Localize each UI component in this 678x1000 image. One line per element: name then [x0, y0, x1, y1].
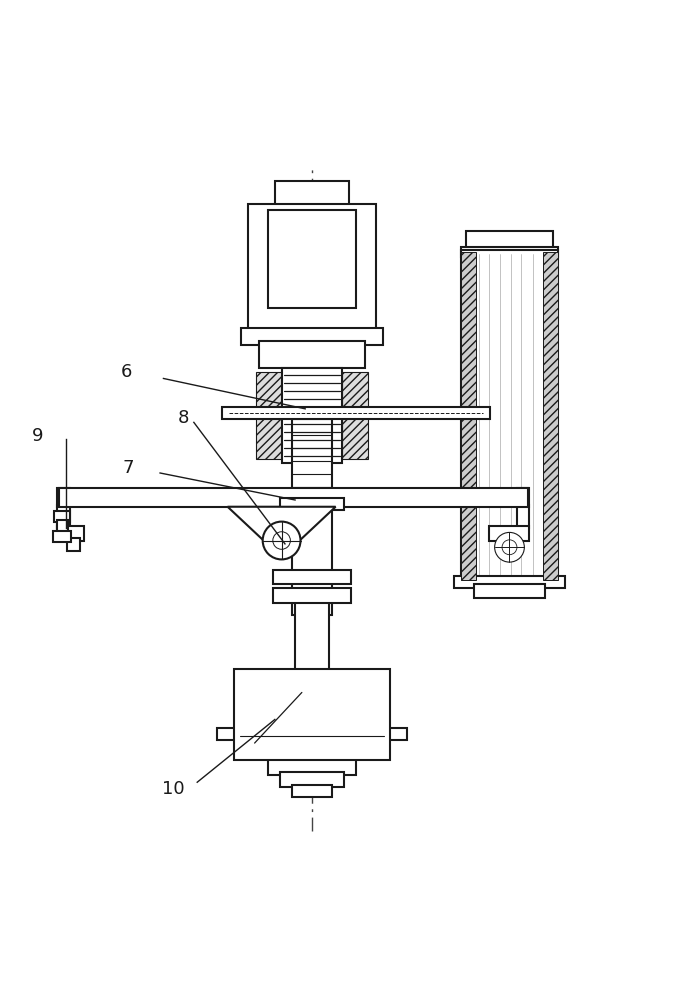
Bar [54, 511, 71, 522]
Bar [268, 210, 356, 308]
Bar [273, 570, 351, 584]
Bar [292, 419, 332, 510]
Text: 7: 7 [123, 459, 134, 477]
Bar [248, 204, 376, 338]
Bar [275, 181, 349, 206]
Circle shape [502, 540, 517, 555]
Bar [461, 247, 558, 257]
Bar [235, 669, 390, 760]
Bar [292, 785, 332, 797]
Bar [461, 252, 476, 580]
Bar [54, 531, 71, 542]
Bar [388, 728, 407, 740]
Circle shape [262, 522, 300, 559]
Text: 9: 9 [31, 427, 43, 445]
Bar [517, 505, 530, 528]
Bar [279, 772, 344, 787]
Bar [222, 407, 490, 419]
Bar [543, 252, 558, 580]
Text: 10: 10 [162, 780, 185, 798]
Bar [59, 488, 528, 507]
Bar [454, 576, 565, 588]
Bar [489, 526, 530, 541]
Bar [460, 250, 559, 581]
Bar [279, 498, 344, 510]
Bar [58, 526, 85, 541]
Text: 8: 8 [178, 409, 189, 427]
Bar [218, 728, 237, 740]
Bar [256, 372, 281, 459]
Polygon shape [228, 507, 336, 557]
Circle shape [273, 532, 290, 549]
Bar [273, 588, 351, 603]
Bar [281, 368, 342, 463]
Bar [67, 538, 81, 551]
Bar [297, 476, 304, 488]
Bar [295, 598, 329, 672]
Bar [268, 757, 356, 775]
Bar [466, 231, 553, 250]
Bar [241, 328, 383, 345]
Bar [320, 476, 327, 488]
Bar [58, 488, 70, 507]
Bar [57, 520, 68, 532]
Text: 6: 6 [121, 363, 132, 381]
Bar [517, 488, 530, 507]
Bar [58, 505, 70, 528]
Circle shape [495, 532, 524, 562]
Bar [292, 503, 332, 615]
Bar [474, 584, 545, 598]
Bar [342, 372, 368, 459]
Bar [501, 538, 517, 551]
Bar [259, 341, 365, 368]
